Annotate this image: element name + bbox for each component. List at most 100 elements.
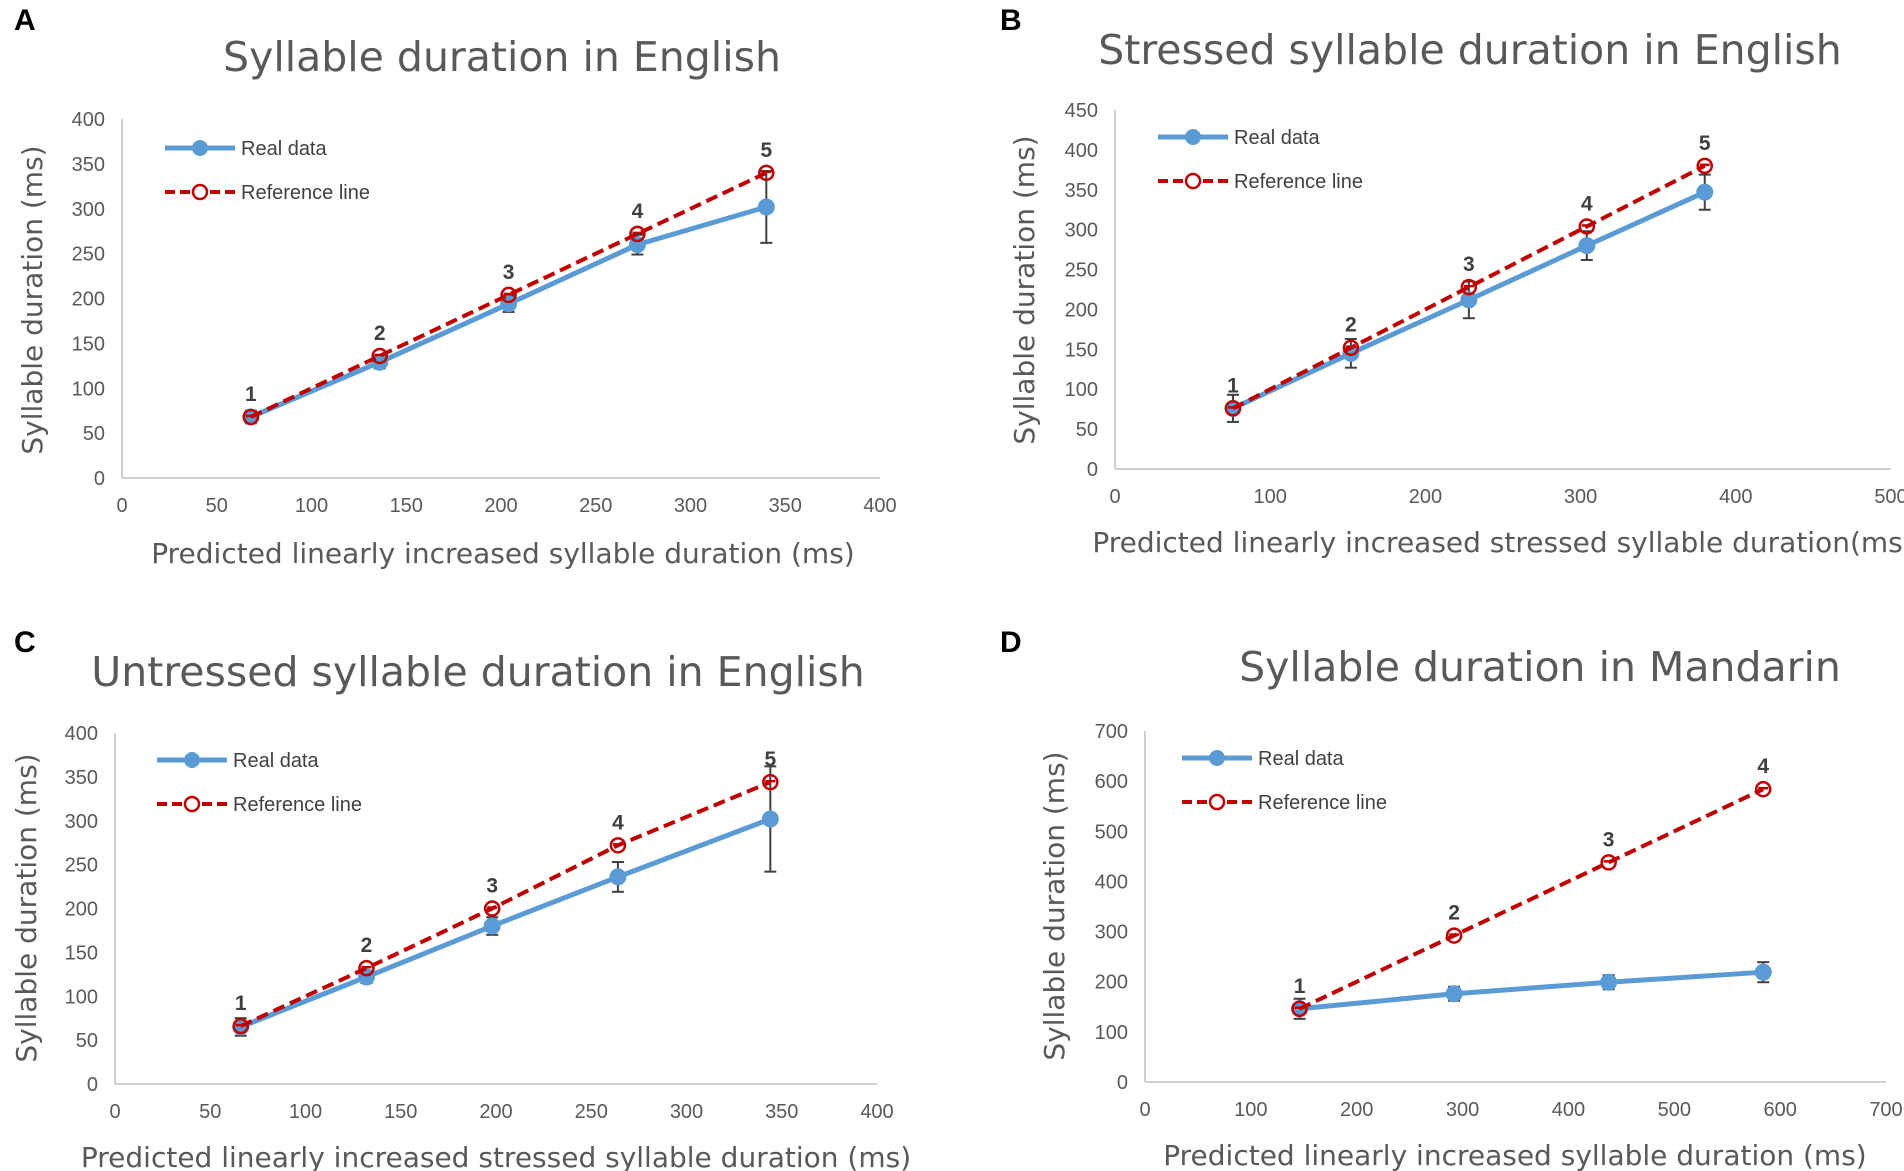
- x-tick-label: 150: [384, 1101, 417, 1123]
- x-tick-label: 400: [863, 495, 896, 517]
- point-label: 5: [760, 139, 772, 162]
- reference-point: [358, 959, 375, 977]
- y-tick-label: 300: [72, 199, 105, 221]
- y-tick-label: 100: [72, 378, 105, 400]
- legend-reference-label: Reference line: [1258, 792, 1387, 814]
- x-axis-label: Predicted linearly increased stressed sy…: [1092, 526, 1904, 559]
- y-axis-label: Syllable duration (ms): [10, 753, 43, 1062]
- x-tick-label: 150: [390, 495, 423, 517]
- x-axis-label: Predicted linearly increased syllable du…: [151, 537, 854, 570]
- panel-c: C Untressed syllable duration in English 0…: [10, 626, 911, 1171]
- reference-point: [1291, 1000, 1308, 1018]
- legend-reference-marker: [1184, 172, 1202, 190]
- y-tick-label: 300: [65, 811, 98, 833]
- reference-marker-ring: [1445, 927, 1463, 944]
- x-tick-label: 0: [109, 1101, 120, 1123]
- reference-marker-ring: [371, 347, 388, 365]
- legend: Real data Reference line: [1182, 748, 1387, 814]
- y-tick-label: 400: [1095, 871, 1128, 893]
- panel-d: D Syllable duration in Mandarin 0 100 200 300…: [1000, 626, 1903, 1171]
- legend-reference-marker: [191, 183, 209, 201]
- x-tick-label: 100: [1254, 486, 1287, 508]
- x-tick-label: 350: [765, 1101, 798, 1123]
- x-tick-label: 250: [579, 495, 612, 517]
- y-tick-label: 400: [72, 109, 105, 131]
- reference-point: [609, 837, 627, 854]
- y-tick-label: 100: [1095, 1022, 1128, 1044]
- reference-point: [371, 347, 388, 365]
- reference-point: [1460, 278, 1478, 296]
- x-axis-label: Predicted linearly increased stressed sy…: [81, 1141, 911, 1171]
- point-label: 4: [1581, 192, 1593, 215]
- reference-point: [1342, 339, 1360, 356]
- x-tick-label: 100: [295, 495, 328, 517]
- reference-marker-ring: [1696, 157, 1714, 175]
- x-tick-label: 200: [479, 1101, 512, 1123]
- y-tick-label: 100: [1065, 379, 1098, 401]
- legend-real-marker: [192, 140, 208, 156]
- reference-line: [239, 780, 772, 1028]
- point-label: 2: [361, 934, 373, 957]
- real-data-point: [1460, 291, 1478, 309]
- x-tick-label: 700: [1869, 1099, 1902, 1121]
- legend: Real data Reference line: [165, 138, 370, 204]
- reference-point: [629, 225, 646, 243]
- x-tick-label: 400: [1719, 486, 1752, 508]
- legend-real-marker: [1209, 750, 1225, 766]
- real-data-point: [757, 198, 775, 216]
- y-tick-label: 600: [1095, 771, 1128, 793]
- reference-point: [1445, 927, 1463, 944]
- point-label: 2: [1448, 902, 1460, 925]
- y-axis-label: Syllable duration (ms): [1038, 751, 1071, 1060]
- x-tick-label: 200: [1340, 1099, 1373, 1121]
- real-data-point: [1600, 973, 1618, 991]
- y-axis-label: Syllable duration (ms): [1008, 135, 1041, 444]
- y-tick-label: 200: [1095, 972, 1128, 994]
- reference-point: [500, 286, 517, 304]
- real-data-line: [1299, 969, 1764, 1012]
- x-tick-label: 200: [484, 495, 517, 517]
- reference-marker-ring: [629, 225, 646, 243]
- y-tick-label: 450: [1065, 100, 1098, 122]
- point-label: 4: [632, 200, 644, 223]
- y-tick-label: 700: [1095, 721, 1128, 743]
- y-tick-label: 100: [65, 986, 98, 1008]
- y-tick-label: 300: [1095, 922, 1128, 944]
- y-tick-label: 200: [65, 899, 98, 921]
- reference-marker-ring: [1342, 339, 1360, 356]
- chart-title: Syllable duration in Mandarin: [1239, 643, 1841, 691]
- point-label: 1: [1227, 374, 1239, 397]
- reference-point: [1600, 854, 1617, 871]
- reference-marker-ring: [609, 837, 627, 854]
- x-axis-label: Predicted linearly increased syllable du…: [1163, 1139, 1866, 1171]
- reference-marker-ring: [1291, 1000, 1308, 1018]
- point-label: 2: [374, 322, 386, 345]
- legend-real-label: Real data: [241, 138, 327, 160]
- legend-reference-label: Reference line: [1234, 171, 1363, 193]
- y-tick-label: 400: [1065, 140, 1098, 162]
- x-tick-label: 100: [1234, 1099, 1267, 1121]
- reference-marker-ring: [1224, 400, 1242, 417]
- reference-marker-ring: [1460, 278, 1478, 296]
- x-tick-label: 100: [289, 1101, 322, 1123]
- point-label: 4: [612, 811, 624, 834]
- reference-marker-ring: [1600, 854, 1617, 871]
- panel-letter: C: [14, 626, 36, 659]
- x-tick-label: 350: [769, 495, 802, 517]
- reference-point: [242, 408, 260, 426]
- reference-point: [758, 164, 775, 182]
- legend-real-label: Real data: [1234, 127, 1320, 149]
- legend-reference-marker: [183, 795, 201, 813]
- reference-marker-ring: [232, 1017, 249, 1035]
- legend: Real data Reference line: [1158, 127, 1363, 193]
- reference-point: [483, 900, 501, 917]
- real-data-point: [1696, 183, 1714, 201]
- real-data-point: [483, 917, 501, 935]
- y-tick-label: 150: [65, 942, 98, 964]
- x-tick-label: 0: [1109, 486, 1120, 508]
- panel-letter: A: [14, 4, 36, 37]
- chart-title: Untressed syllable duration in English: [91, 648, 864, 696]
- point-label: 5: [764, 748, 776, 771]
- real-data-point: [1445, 985, 1463, 1003]
- panel-b: B Stressed syllable duration in English 0 1…: [1000, 4, 1904, 559]
